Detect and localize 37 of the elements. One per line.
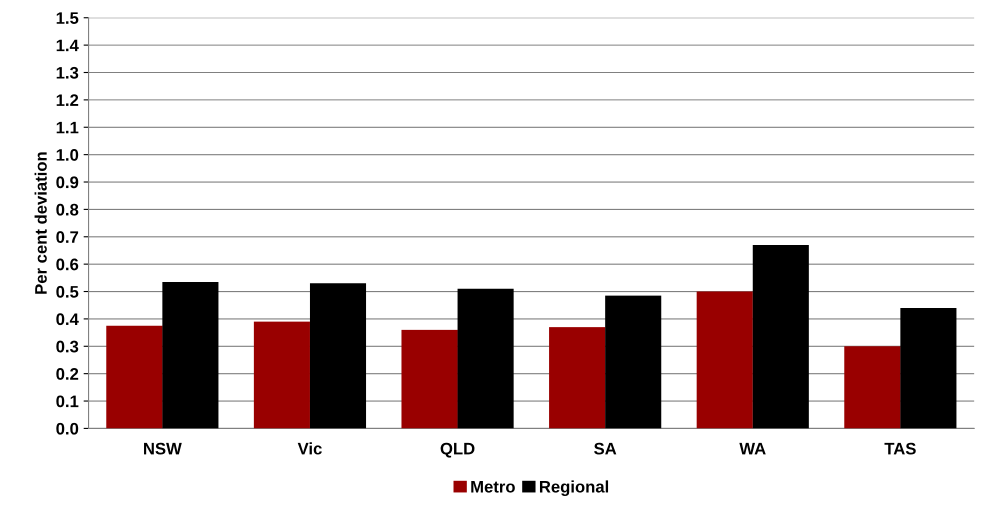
y-tick-label: 1.4 (56, 40, 79, 52)
x-tick-label: WA (739, 442, 766, 454)
x-tick-label: TAS (884, 442, 916, 455)
bar (844, 346, 900, 428)
x-tick-label: SA (594, 442, 616, 455)
y-tick-label: 1.5 (56, 12, 78, 24)
bar (900, 308, 956, 428)
y-tick-label: 0.5 (56, 286, 78, 298)
legend-label: Metro (471, 480, 515, 493)
y-tick-label: 0.2 (56, 368, 78, 380)
bar (310, 283, 366, 428)
y-tick-label: 1.2 (56, 94, 78, 106)
y-tick-label: 0.0 (56, 422, 78, 435)
bar (106, 326, 162, 428)
bar (605, 296, 662, 428)
y-tick-label: 0.9 (56, 176, 78, 188)
bar (458, 288, 514, 428)
y-tick-label: 0.6 (56, 258, 78, 270)
bar (254, 322, 310, 428)
x-tick-label: NSW (144, 442, 182, 455)
y-tick-label: 0.8 (56, 204, 78, 216)
y-tick-label: 1.0 (56, 149, 78, 161)
x-tick-label: Vic (298, 442, 322, 455)
y-tick-label: 1.1 (56, 122, 78, 134)
bar (162, 282, 218, 428)
bar (696, 292, 753, 428)
y-tick-label: 0.4 (56, 313, 79, 326)
legend-label: Regional (540, 480, 608, 496)
y-axis-title: Per cent deviation (34, 152, 47, 294)
y-tick-label: 0.7 (56, 231, 78, 243)
bar (549, 327, 606, 428)
bar (401, 330, 458, 428)
y-tick-label: 1.3 (56, 66, 78, 79)
y-tick-label: 0.3 (56, 340, 78, 353)
y-tick-label: 0.1 (56, 395, 78, 408)
bar (752, 244, 809, 428)
x-tick-label: QLD (440, 442, 474, 458)
